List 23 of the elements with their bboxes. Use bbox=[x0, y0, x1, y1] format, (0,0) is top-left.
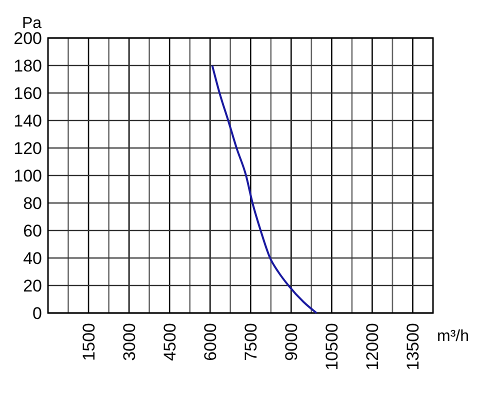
y-tick-label: 180 bbox=[14, 56, 42, 76]
x-tick-label: 10500 bbox=[322, 323, 342, 370]
x-tick-label: 6000 bbox=[201, 323, 220, 361]
y-tick-label: 160 bbox=[14, 84, 42, 103]
x-tick-label: 7500 bbox=[242, 323, 261, 361]
y-tick-label: 20 bbox=[23, 276, 42, 296]
x-tick-label: 9000 bbox=[282, 323, 302, 361]
y-axis-title: Pa bbox=[22, 15, 42, 32]
x-tick-label: 1500 bbox=[80, 323, 99, 361]
y-tick-label: 40 bbox=[23, 249, 42, 268]
y-tick-label: 100 bbox=[14, 166, 42, 186]
y-tick-label: 80 bbox=[23, 194, 42, 213]
line-series bbox=[211, 64, 318, 314]
x-axis-title: m³/h bbox=[437, 328, 469, 345]
x-tick-label: 4500 bbox=[160, 323, 180, 361]
y-tick-label: 0 bbox=[32, 304, 42, 323]
y-tick-label: 120 bbox=[14, 139, 42, 158]
x-tick-label: 3000 bbox=[120, 323, 140, 361]
x-tick-label: 12000 bbox=[363, 323, 382, 370]
x-tick-label: 13500 bbox=[404, 323, 423, 370]
y-tick-label: 140 bbox=[14, 112, 42, 130]
y-tick-label: 200 bbox=[14, 29, 42, 48]
y-tick-label: 60 bbox=[23, 222, 42, 240]
